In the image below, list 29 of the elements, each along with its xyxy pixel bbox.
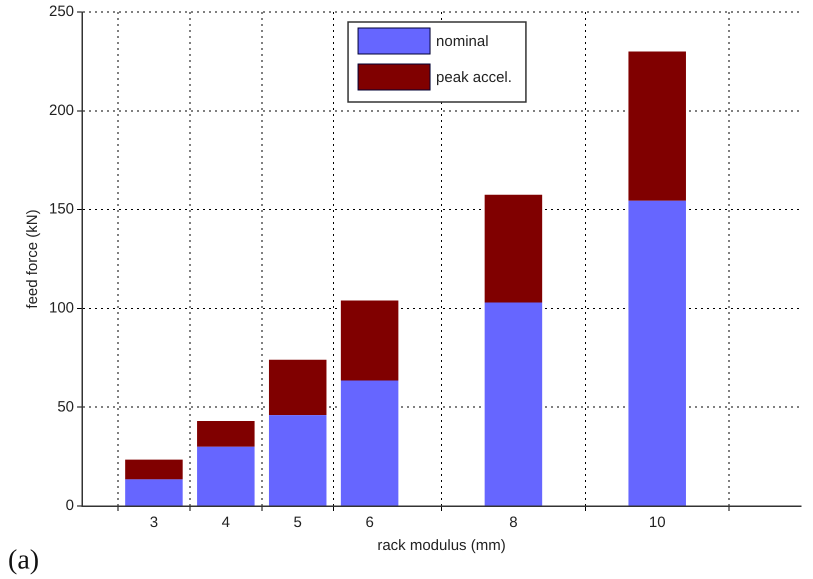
bar xyxy=(628,52,686,201)
bar xyxy=(484,194,542,302)
legend-label: peak accel. xyxy=(436,69,512,86)
y-tick-label: 0 xyxy=(66,497,74,514)
x-tick-label: 5 xyxy=(294,514,302,532)
x-tick-label: 6 xyxy=(365,514,374,532)
bar xyxy=(628,200,686,506)
bar xyxy=(268,360,326,416)
bar xyxy=(197,421,255,447)
y-tick-label: 200 xyxy=(48,102,74,119)
y-axis-title: feed force (kN) xyxy=(24,209,42,309)
bar xyxy=(340,380,398,506)
x-tick-label: 8 xyxy=(509,514,518,532)
y-tick-label: 150 xyxy=(48,200,74,218)
x-tick-label: 4 xyxy=(222,514,230,532)
x-tick-label: 10 xyxy=(648,514,666,532)
bar xyxy=(484,302,542,506)
bar xyxy=(340,300,398,381)
bar xyxy=(268,415,326,506)
y-tick-label: 250 xyxy=(48,3,74,20)
bar xyxy=(125,479,183,506)
y-tick-label: 100 xyxy=(48,300,74,317)
legend-label: nominal xyxy=(436,33,489,50)
text: (a) xyxy=(8,544,40,576)
bar xyxy=(197,446,255,506)
x-axis-title: rack modulus (mm) xyxy=(377,537,506,554)
x-tick-label: 3 xyxy=(150,514,158,532)
y-tick-label: 50 xyxy=(57,398,74,416)
bar xyxy=(125,460,183,480)
